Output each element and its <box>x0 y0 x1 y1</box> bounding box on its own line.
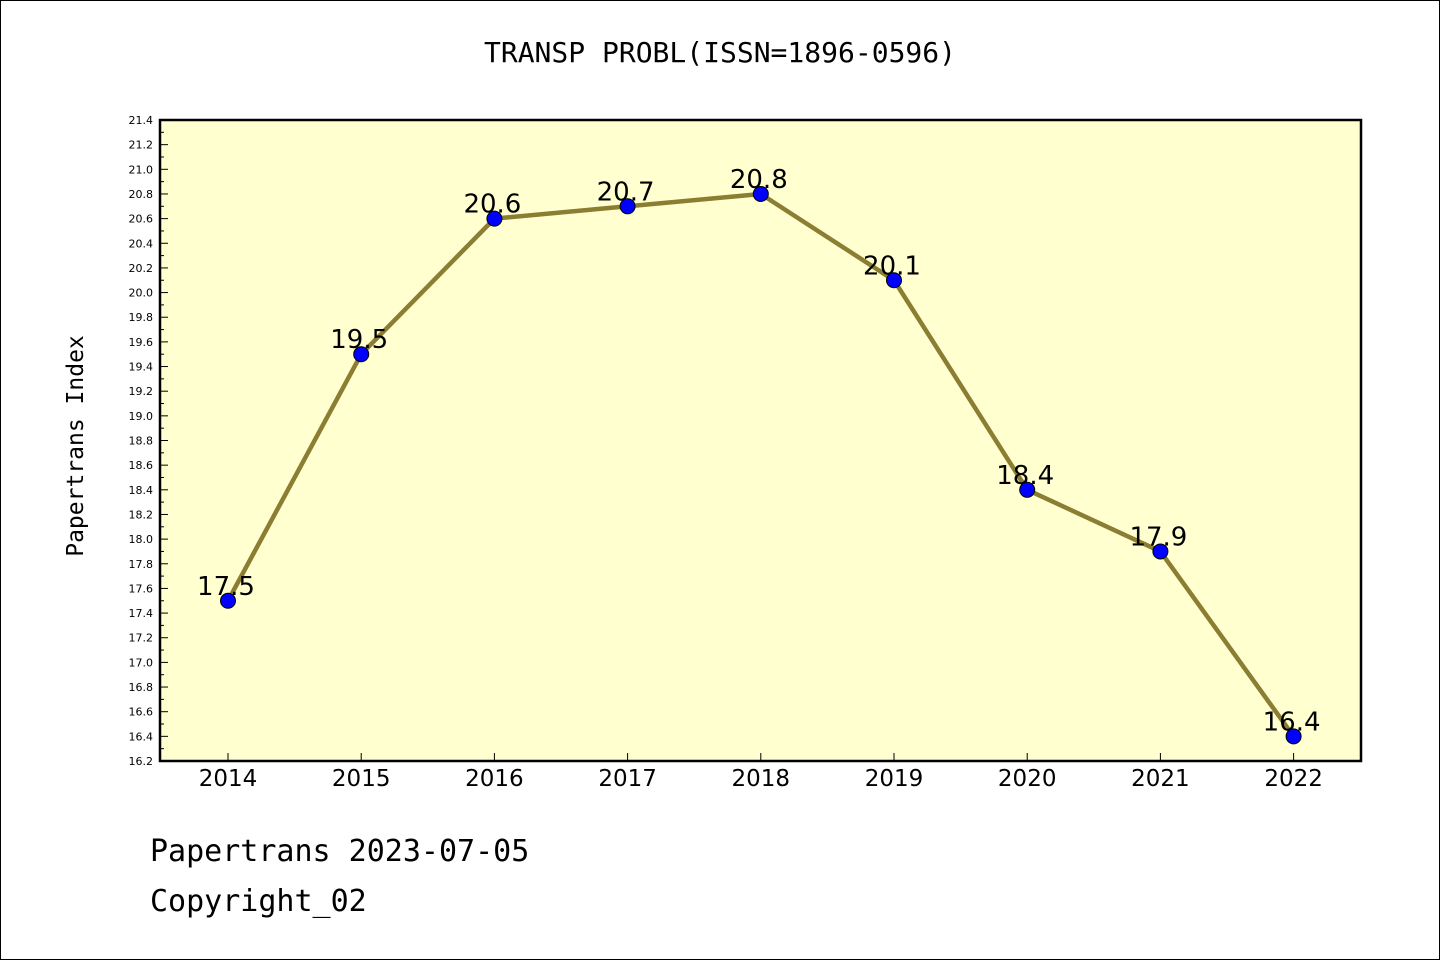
data-point <box>1152 543 1169 560</box>
data-point <box>1019 481 1036 498</box>
y-tick-label: 18.6 <box>129 459 154 472</box>
y-tick-label: 20.2 <box>129 262 154 275</box>
y-tick-label: 16.8 <box>129 681 154 694</box>
chart-title: TRANSP PROBL(ISSN=1896-0596) <box>483 36 956 69</box>
data-label: 17.5 <box>197 572 255 602</box>
data-point <box>220 592 236 609</box>
data-point <box>886 272 902 289</box>
data-label: 20.8 <box>730 165 788 195</box>
x-tick-label: 2020 <box>998 766 1057 792</box>
y-tick-label: 19.4 <box>129 361 154 374</box>
x-tick-label: 2015 <box>332 766 391 792</box>
y-tick-label: 17.4 <box>129 607 154 620</box>
x-tick-label: 2017 <box>598 766 657 792</box>
data-point <box>353 346 370 363</box>
y-tick-label: 18.2 <box>129 508 154 521</box>
data-label: 20.1 <box>863 251 921 281</box>
plot-border <box>158 118 1363 763</box>
y-tick-label: 20.4 <box>129 237 154 250</box>
x-tick-label: 2018 <box>732 766 791 792</box>
data-label: 20.6 <box>463 190 521 220</box>
data-point <box>619 198 636 215</box>
data-label: 19.5 <box>330 325 388 355</box>
y-tick-label: 17.8 <box>129 558 154 571</box>
y-tick-label: 19.2 <box>129 385 154 398</box>
y-tick-label: 18.0 <box>129 533 154 546</box>
data-point <box>486 210 503 227</box>
y-tick-label: 16.4 <box>129 730 154 743</box>
y-tick-label: 16.2 <box>129 755 154 768</box>
footer-date: Papertrans 2023-07-05 <box>150 834 530 869</box>
y-tick-label: 17.0 <box>129 656 154 669</box>
y-tick-label: 20.0 <box>129 287 154 300</box>
y-tick-label: 20.6 <box>129 213 154 226</box>
data-label: 16.4 <box>1263 707 1321 737</box>
x-tick-label: 2021 <box>1131 766 1190 792</box>
data-label: 17.9 <box>1129 522 1187 552</box>
x-tick-label: 2019 <box>865 766 924 792</box>
y-tick-label: 17.6 <box>129 582 154 595</box>
data-label: 18.4 <box>996 461 1054 491</box>
y-tick-label: 21.2 <box>129 139 154 152</box>
y-tick-label: 18.4 <box>129 484 154 497</box>
y-tick-label: 18.8 <box>129 435 154 448</box>
x-tick-label: 2022 <box>1264 766 1323 792</box>
y-tick-label: 19.0 <box>129 410 154 423</box>
data-point <box>1285 728 1302 745</box>
y-tick-label: 16.6 <box>129 706 154 719</box>
footer-copyright: Copyright_02 <box>150 884 367 919</box>
data-label: 20.7 <box>597 177 655 207</box>
y-tick-label: 21.0 <box>129 163 154 176</box>
x-tick-label: 2014 <box>199 766 258 792</box>
y-tick-label: 19.8 <box>129 311 154 324</box>
y-tick-label: 20.8 <box>129 188 154 201</box>
x-tick-label: 2016 <box>465 766 524 792</box>
data-point <box>752 185 769 202</box>
y-tick-label: 21.4 <box>129 114 154 127</box>
y-tick-label: 19.6 <box>129 336 154 349</box>
plot-area <box>160 120 1361 761</box>
y-tick-label: 17.2 <box>129 632 154 645</box>
